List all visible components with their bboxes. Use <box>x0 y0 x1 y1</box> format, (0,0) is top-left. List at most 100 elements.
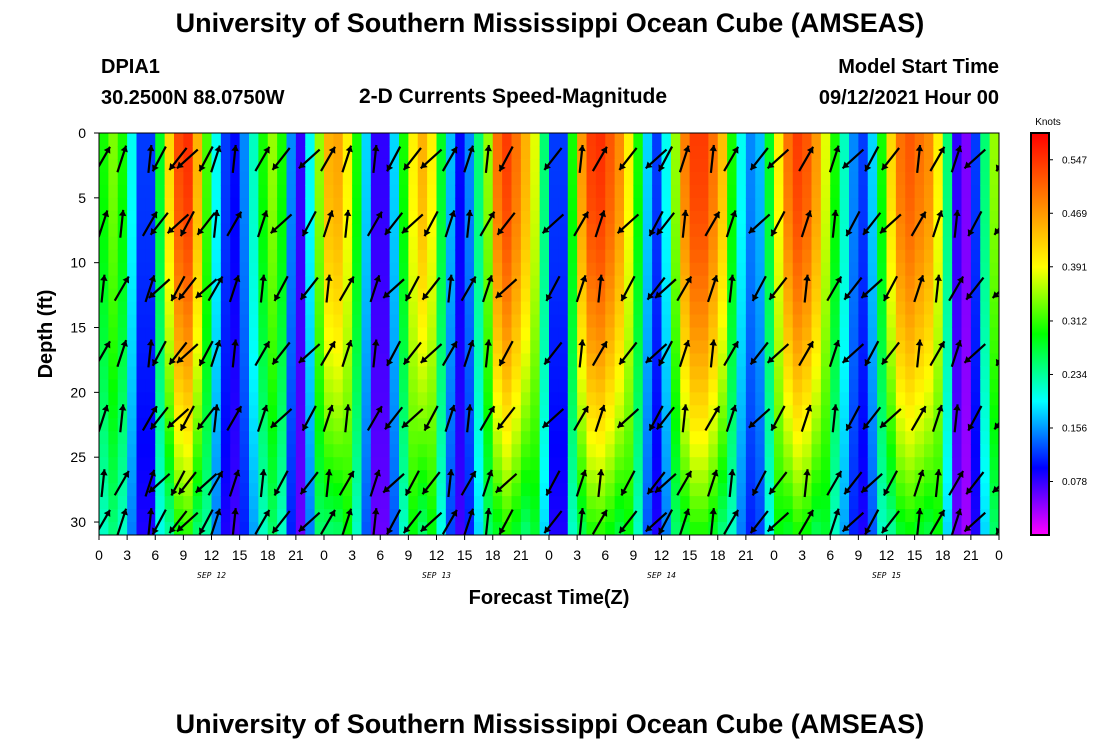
heatmap-cell <box>267 197 278 212</box>
heatmap-cell <box>792 444 803 458</box>
heatmap-cell <box>342 171 353 186</box>
heatmap-cell <box>427 145 438 160</box>
heatmap-cell <box>567 171 578 186</box>
heatmap-cell <box>877 197 888 212</box>
heatmap-cell <box>314 509 325 523</box>
current-arrow-head <box>620 293 628 301</box>
heatmap-cell <box>220 223 231 238</box>
heatmap-cell <box>549 340 559 355</box>
heatmap-cell <box>389 444 400 458</box>
heatmap-cell <box>136 392 147 406</box>
current-arrow-head <box>272 526 280 534</box>
current-arrow <box>798 146 815 172</box>
heatmap-cell <box>286 470 297 484</box>
heatmap-cell <box>708 210 719 225</box>
heatmap-cell <box>277 288 288 303</box>
heatmap-cell <box>511 353 522 368</box>
current-arrow <box>366 211 383 237</box>
current-arrow <box>991 485 999 494</box>
heatmap-cell <box>933 288 944 303</box>
heatmap-cell <box>558 379 569 393</box>
heatmap-cell <box>736 522 747 535</box>
heatmap-cell <box>295 405 306 419</box>
heatmap-cell <box>230 444 241 458</box>
heatmap-cell <box>99 171 109 186</box>
heatmap-cell <box>502 145 513 160</box>
heatmap-cell <box>811 444 822 458</box>
heatmap-cell <box>661 444 672 458</box>
heatmap-cell <box>286 366 297 380</box>
heatmap-cell <box>436 249 447 264</box>
heatmap-cell <box>258 197 269 212</box>
heatmap-cell <box>736 483 747 497</box>
heatmap-cell <box>342 522 353 535</box>
heatmap-cell <box>305 392 316 406</box>
heatmap-cell <box>736 327 747 342</box>
heatmap-cell <box>492 379 503 393</box>
heatmap-cell <box>877 496 888 510</box>
heatmap-cell <box>474 483 484 497</box>
current-arrow-head <box>495 291 503 298</box>
current-arrow-head <box>542 420 550 428</box>
heatmap-cell <box>774 470 784 484</box>
heatmap-cell <box>324 133 334 147</box>
heatmap-cell <box>999 172 1009 186</box>
heatmap-cell <box>305 405 316 419</box>
heatmap-cell <box>774 197 784 212</box>
heatmap-cell <box>333 496 344 510</box>
heatmap-cell <box>474 275 484 290</box>
y-tick-label: 20 <box>70 384 86 400</box>
heatmap-cell <box>202 418 213 432</box>
current-arrow <box>99 210 110 238</box>
heatmap-cell <box>942 158 953 173</box>
heatmap-cell <box>811 522 822 535</box>
heatmap-cell <box>192 171 203 186</box>
heatmap-cell <box>417 145 428 160</box>
heatmap-cell <box>745 236 756 251</box>
heatmap-cell <box>586 496 597 510</box>
heatmap-cell <box>239 314 250 329</box>
heatmap-cell <box>886 418 897 432</box>
current-arrow <box>656 406 675 430</box>
heatmap-cell <box>333 444 344 458</box>
heatmap-cell <box>895 197 906 212</box>
heatmap-cell <box>136 418 147 432</box>
current-arrow <box>594 404 606 432</box>
current-arrow <box>991 290 999 299</box>
current-arrow <box>484 339 492 368</box>
heatmap-cell <box>220 522 231 535</box>
heatmap-cell <box>689 145 700 160</box>
heatmap-cell <box>295 509 306 523</box>
heatmap-cell <box>258 171 269 186</box>
heatmap-cell <box>830 314 841 329</box>
current-arrow-head <box>152 527 159 535</box>
heatmap-cell <box>577 431 588 445</box>
current-arrow-head <box>713 211 720 219</box>
heatmap-cell <box>736 210 747 225</box>
heatmap-cell <box>736 444 747 458</box>
heatmap-cell <box>586 340 597 355</box>
heatmap-cell <box>605 457 616 471</box>
heatmap-cell <box>464 496 475 510</box>
heatmap-cell <box>474 496 484 510</box>
heatmap-cell <box>183 210 194 225</box>
heatmap-cell <box>314 158 325 173</box>
heatmap-cell <box>689 223 700 238</box>
heatmap-cell <box>220 184 231 199</box>
x-tick-label: 21 <box>963 547 979 563</box>
x-tick-label: 21 <box>738 547 754 563</box>
heatmap-cell <box>389 522 400 535</box>
heatmap-cell <box>652 509 663 523</box>
current-arrow-head <box>420 161 428 169</box>
current-arrow-head <box>992 485 999 493</box>
heatmap-cell <box>127 197 138 212</box>
heatmap-cell <box>333 418 344 432</box>
current-arrow <box>176 343 199 364</box>
heatmap-cell <box>314 288 325 303</box>
heatmap-cell <box>399 145 409 160</box>
heatmap-cell <box>764 470 775 484</box>
current-arrow <box>751 470 767 497</box>
heatmap-cell <box>867 145 878 160</box>
heatmap-cell <box>577 171 588 186</box>
heatmap-cell <box>314 431 325 445</box>
